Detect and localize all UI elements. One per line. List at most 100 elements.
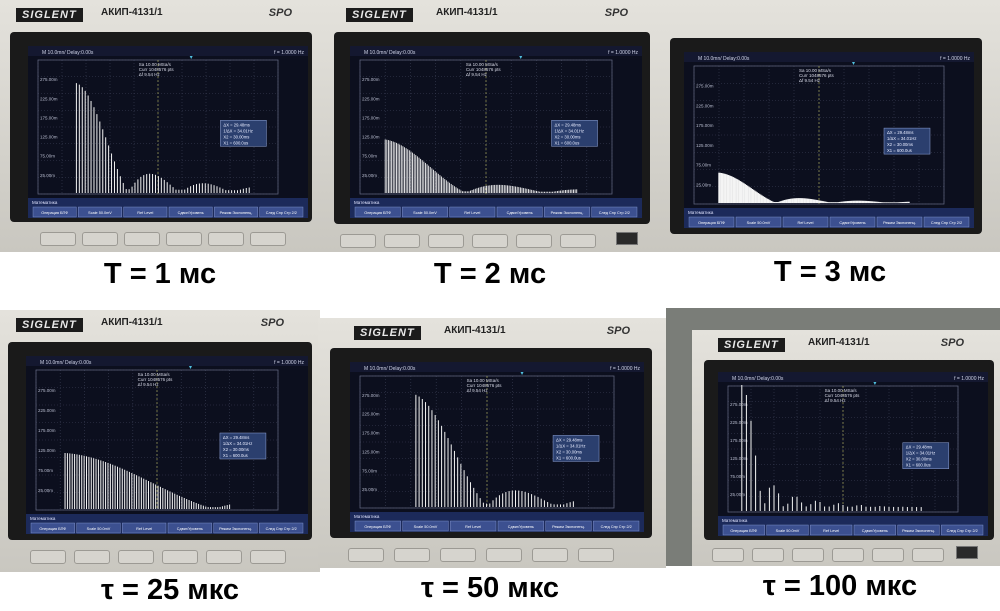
menu-softkey[interactable]	[688, 216, 735, 228]
menu-softkey[interactable]	[544, 206, 590, 218]
oscilloscope-bezel: SIGLENT АКИП-4131/1 SPO M 10.0mn/ Delay:…	[0, 0, 328, 252]
softkey-button[interactable]	[118, 550, 154, 564]
softkey-button[interactable]	[832, 548, 864, 562]
menu-softkey-label: Операция БПФ	[39, 527, 66, 531]
softkey-button[interactable]	[384, 234, 420, 248]
y-tick-label: 125.00m	[40, 135, 58, 140]
menu-softkey[interactable]	[32, 206, 77, 218]
softkey-button[interactable]	[82, 232, 118, 246]
menu-softkey-label: Операция БПФ	[364, 525, 391, 529]
softkey-button[interactable]	[440, 548, 476, 562]
softkey-button[interactable]	[472, 234, 508, 248]
resolution-label: Δf 9.54 Hz	[466, 72, 488, 77]
softkey-button[interactable]	[394, 548, 430, 562]
caption-panel-4: τ = 25 мкс	[100, 574, 240, 606]
menu-softkey[interactable]	[214, 206, 258, 218]
photo-panel-5: SIGLENT АКИП-4131/1 SPO M 10.0mn/ Delay:…	[318, 318, 666, 568]
softkey-button[interactable]	[348, 548, 384, 562]
menu-softkey[interactable]	[923, 216, 970, 228]
softkey-button[interactable]	[428, 234, 464, 248]
softkey-button[interactable]	[340, 234, 376, 248]
menu-softkey[interactable]	[810, 524, 853, 536]
menu-softkey-label: Операция БПФ	[364, 211, 391, 215]
oscilloscope-screen: M 10.0mn/ Delay:0.00s f = 1.0000 Hz Sa 10.…	[350, 362, 644, 532]
menu-softkey[interactable]	[497, 520, 544, 532]
y-tick-label: 275.00m	[696, 84, 714, 89]
menu-softkey-label: Режим Экспоненц.	[220, 211, 253, 215]
brand-logo: SIGLENT	[718, 338, 785, 352]
softkey-button[interactable]	[532, 548, 568, 562]
menu-softkey[interactable]	[450, 520, 497, 532]
cursor-readout: X1 = 600.0us	[223, 453, 248, 458]
softkey-button[interactable]	[250, 232, 286, 246]
menu-softkey[interactable]	[941, 524, 984, 536]
menu-softkey[interactable]	[545, 520, 592, 532]
softkey-button[interactable]	[166, 232, 202, 246]
menu-softkey[interactable]	[591, 206, 638, 218]
caption-panel-6: τ = 100 мкс	[762, 570, 918, 602]
menu-softkey-label: Scale 50.0mV	[87, 527, 111, 531]
menu-softkey[interactable]	[722, 524, 765, 536]
menu-softkey[interactable]	[122, 522, 167, 534]
softkey-button[interactable]	[752, 548, 784, 562]
y-tick-label: 175.00m	[730, 438, 748, 443]
menu-softkey[interactable]	[354, 520, 401, 532]
softkey-button[interactable]	[516, 234, 552, 248]
menu-softkey[interactable]	[782, 216, 829, 228]
softkey-button[interactable]	[792, 548, 824, 562]
cursor-readout: X2 = 30.00ms	[555, 134, 581, 139]
menu-softkey[interactable]	[829, 216, 876, 228]
menu-softkey[interactable]	[853, 524, 896, 536]
timebase-label: M 10.0mn/ Delay:0.00s	[698, 56, 750, 62]
menu-softkey[interactable]	[402, 206, 448, 218]
menu-softkey[interactable]	[449, 206, 496, 218]
menu-softkey-label: Scale 50.0mV	[88, 211, 112, 215]
menu-softkey[interactable]	[167, 522, 212, 534]
menu-softkey[interactable]	[766, 524, 809, 536]
menu-softkey[interactable]	[168, 206, 213, 218]
menu-softkey[interactable]	[76, 522, 121, 534]
y-tick-label: 25.00m	[696, 182, 711, 187]
menu-softkey[interactable]	[78, 206, 122, 218]
softkey-button[interactable]	[912, 548, 944, 562]
menu-softkey[interactable]	[735, 216, 782, 228]
menu-softkey[interactable]	[897, 524, 940, 536]
softkey-button[interactable]	[250, 550, 286, 564]
menu-softkey[interactable]	[259, 522, 304, 534]
softkey-button[interactable]	[712, 548, 744, 562]
softkey-button[interactable]	[206, 550, 242, 564]
softkey-button[interactable]	[74, 550, 110, 564]
spectrum-plot: M 10.0mn/ Delay:0.00s f = 1.0000 Hz Sa 10.…	[718, 372, 988, 536]
model-label: АКИП-4131/1	[436, 7, 498, 18]
resolution-label: Δf 9.54 Hz	[825, 398, 847, 403]
spectrum-plot: M 10.0mn/ Delay:0.00s f = 1.0000 Hz Sa 10.…	[684, 52, 974, 228]
softkey-button[interactable]	[124, 232, 160, 246]
softkey-button[interactable]	[208, 232, 244, 246]
softkey-button[interactable]	[560, 234, 596, 248]
menu-softkey[interactable]	[213, 522, 258, 534]
menu-softkey-label: Режим Экспоненц.	[552, 525, 585, 529]
menu-softkey[interactable]	[30, 522, 75, 534]
oscilloscope-screen: M 10.0mn/ Delay:0.00s f = 1.0000 Hz Sa 10.…	[718, 372, 988, 536]
softkey-button[interactable]	[578, 548, 614, 562]
menu-softkey[interactable]	[496, 206, 543, 218]
menu-softkey-label: Ref Level	[464, 211, 480, 215]
softkey-button[interactable]	[486, 548, 522, 562]
menu-softkey[interactable]	[876, 216, 923, 228]
softkey-button[interactable]	[30, 550, 66, 564]
screen-frame: M 10.0mn/ Delay:0.00s f = 1.0000 Hz Sa 10.…	[334, 32, 650, 224]
softkey-button[interactable]	[40, 232, 76, 246]
softkey-button[interactable]	[162, 550, 198, 564]
menu-softkey[interactable]	[123, 206, 168, 218]
math-menu: Математика Операция БПФ Scale 50.0mV Ref Le…	[26, 514, 308, 534]
menu-softkey[interactable]	[259, 206, 304, 218]
y-tick-label: 275.00m	[362, 393, 380, 398]
menu-softkey[interactable]	[402, 520, 449, 532]
softkey-button[interactable]	[872, 548, 904, 562]
spectrum-lines	[384, 139, 578, 193]
y-tick-label: 175.00m	[696, 123, 714, 128]
menu-softkey[interactable]	[354, 206, 401, 218]
points-label: Curr 1048576 pts	[466, 67, 502, 72]
menu-softkey[interactable]	[593, 520, 640, 532]
